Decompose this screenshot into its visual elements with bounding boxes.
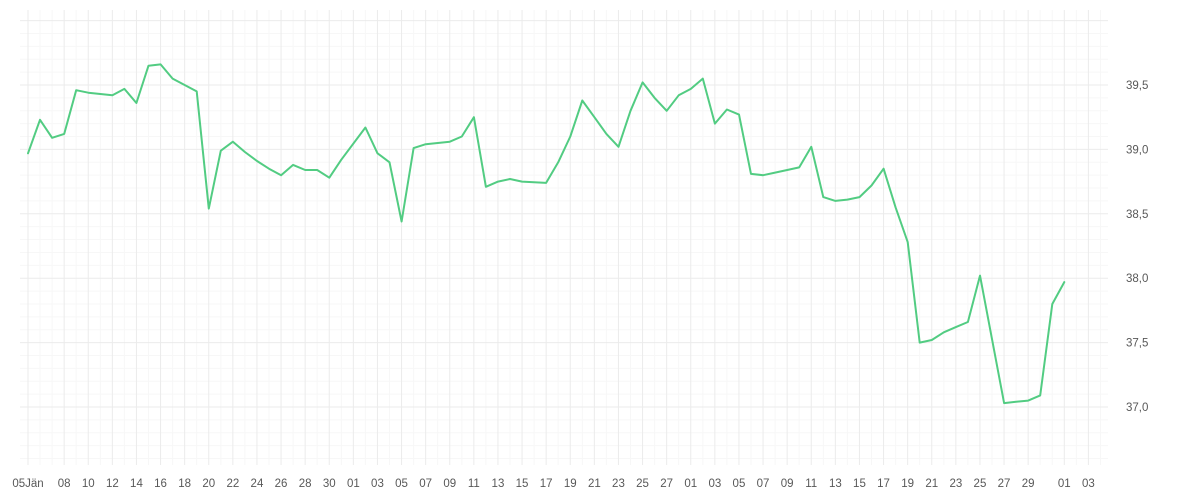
y-tick-label: 39,0 <box>1126 144 1148 156</box>
x-tick-label: 25 <box>974 478 987 490</box>
y-tick-label: 37,5 <box>1126 338 1148 350</box>
x-tick-label: 21 <box>588 478 601 490</box>
y-tick-label: 38,0 <box>1126 273 1148 285</box>
x-tick-label: 20 <box>202 478 215 490</box>
x-tick-label: 03 <box>1082 478 1095 490</box>
x-tick-label: 29 <box>1022 478 1035 490</box>
y-tick-label: 38,5 <box>1126 209 1148 221</box>
x-tick-label: 23 <box>949 478 962 490</box>
x-tick-label: 16 <box>154 478 167 490</box>
x-tick-label: 26 <box>275 478 288 490</box>
y-tick-label: 39,5 <box>1126 80 1148 92</box>
x-tick-label: 27 <box>660 478 673 490</box>
x-tick-label: 07 <box>419 478 432 490</box>
x-tick-label: 05 <box>395 478 408 490</box>
x-tick-label: 05 <box>733 478 746 490</box>
x-tick-label: 13 <box>829 478 842 490</box>
x-tick-label: 10 <box>82 478 95 490</box>
x-tick-label: 11 <box>805 478 817 490</box>
x-tick-label: 14 <box>130 478 143 490</box>
y-tick-label: 37,0 <box>1126 402 1148 414</box>
x-tick-label: 15 <box>853 478 866 490</box>
x-tick-label: 01 <box>684 478 697 490</box>
x-tick-label: 01 <box>347 478 360 490</box>
x-tick-label: 05Jän <box>12 478 43 490</box>
x-tick-label: 28 <box>299 478 312 490</box>
x-tick-label: 22 <box>226 478 239 490</box>
x-tick-label: 09 <box>781 478 794 490</box>
x-tick-label: 21 <box>925 478 938 490</box>
x-tick-label: 24 <box>251 478 264 490</box>
x-tick-label: 09 <box>443 478 456 490</box>
price-line <box>27 63 1066 405</box>
x-tick-label: 01 <box>1058 478 1071 490</box>
x-tick-label: 18 <box>178 478 191 490</box>
x-tick-label: 30 <box>323 478 336 490</box>
x-tick-label: 07 <box>757 478 770 490</box>
x-tick-label: 15 <box>516 478 529 490</box>
x-tick-label: 08 <box>58 478 71 490</box>
x-tick-label: 03 <box>371 478 384 490</box>
x-tick-label: 03 <box>708 478 721 490</box>
x-tick-label: 25 <box>636 478 649 490</box>
x-tick-label: 12 <box>106 478 119 490</box>
x-tick-label: 17 <box>877 478 890 490</box>
x-tick-label: 13 <box>492 478 505 490</box>
x-tick-label: 19 <box>901 478 914 490</box>
x-tick-label: 27 <box>998 478 1011 490</box>
x-tick-label: 17 <box>540 478 553 490</box>
x-tick-label: 11 <box>468 478 480 490</box>
x-tick-label: 23 <box>612 478 625 490</box>
x-tick-label: 19 <box>564 478 577 490</box>
